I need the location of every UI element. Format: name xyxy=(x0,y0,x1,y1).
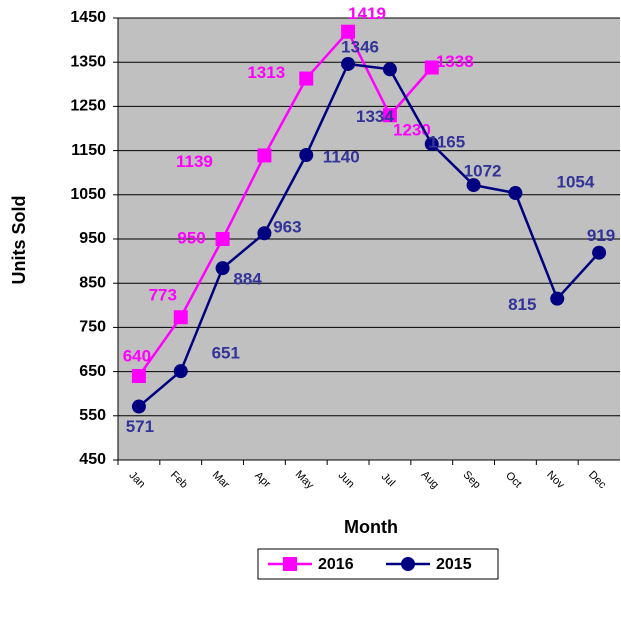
y-axis-title: Units Sold xyxy=(9,196,29,285)
marker xyxy=(173,310,188,325)
legend-marker xyxy=(283,557,297,571)
data-label: 1419 xyxy=(348,4,386,23)
x-tick-label: Dec xyxy=(586,469,609,492)
data-label: 919 xyxy=(587,226,615,245)
data-label: 1313 xyxy=(247,63,285,82)
marker xyxy=(550,291,565,306)
y-tick-label: 1050 xyxy=(70,186,106,203)
y-tick-label: 1150 xyxy=(71,142,106,159)
marker xyxy=(173,364,188,379)
marker xyxy=(215,261,230,276)
legend-label: 2016 xyxy=(318,556,354,573)
x-tick-label: Jan xyxy=(126,469,147,490)
marker xyxy=(424,136,439,151)
marker xyxy=(131,369,146,384)
y-tick-label: 1450 xyxy=(70,9,106,26)
data-label: 1346 xyxy=(341,37,379,56)
data-label: 1139 xyxy=(176,152,213,171)
marker xyxy=(508,186,523,201)
data-label: 571 xyxy=(126,417,154,436)
marker xyxy=(257,226,272,241)
data-label: 640 xyxy=(123,347,151,366)
marker xyxy=(257,148,272,163)
x-tick-label: Sep xyxy=(460,469,482,491)
x-tick-label: Jun xyxy=(336,469,357,490)
marker xyxy=(382,62,397,77)
data-label: 815 xyxy=(508,295,536,314)
data-label: 1338 xyxy=(436,52,474,71)
y-tick-label: 850 xyxy=(79,274,106,291)
y-tick-label: 450 xyxy=(79,451,106,468)
data-label: 1054 xyxy=(557,173,595,192)
data-label: 1165 xyxy=(428,132,465,151)
y-tick-label: 1250 xyxy=(70,98,106,115)
x-tick-label: May xyxy=(293,468,317,492)
marker xyxy=(466,178,481,193)
data-label: 950 xyxy=(177,228,205,247)
y-tick-label: 650 xyxy=(79,363,106,380)
data-label: 884 xyxy=(233,270,262,289)
x-tick-label: Aug xyxy=(419,469,441,491)
x-tick-label: Nov xyxy=(544,469,567,492)
x-tick-label: Apr xyxy=(252,470,273,491)
data-label: 651 xyxy=(212,344,240,363)
x-tick-label: Mar xyxy=(210,469,232,491)
legend-marker xyxy=(401,557,415,571)
data-label: 1334 xyxy=(356,107,394,126)
marker xyxy=(341,56,356,71)
legend-label: 2015 xyxy=(436,556,472,573)
data-label: 1140 xyxy=(323,148,360,167)
marker xyxy=(424,60,439,75)
marker xyxy=(382,108,397,123)
data-label: 773 xyxy=(149,286,177,305)
y-tick-label: 950 xyxy=(79,230,106,247)
y-tick-label: 1350 xyxy=(70,53,106,70)
marker xyxy=(592,245,607,260)
x-tick-label: Oct xyxy=(503,470,524,491)
data-label: 963 xyxy=(273,218,301,237)
marker xyxy=(215,232,230,246)
marker xyxy=(341,24,356,39)
data-label: 1072 xyxy=(464,162,502,181)
series-line xyxy=(138,62,601,408)
series-line xyxy=(137,29,433,377)
marker xyxy=(131,399,146,414)
marker xyxy=(299,148,314,163)
x-axis-title: Month xyxy=(344,517,398,537)
y-tick-label: 750 xyxy=(79,319,106,336)
marker xyxy=(299,71,314,86)
x-tick-label: Jul xyxy=(379,471,397,489)
y-tick-label: 550 xyxy=(79,407,106,424)
x-tick-label: Feb xyxy=(168,469,190,491)
